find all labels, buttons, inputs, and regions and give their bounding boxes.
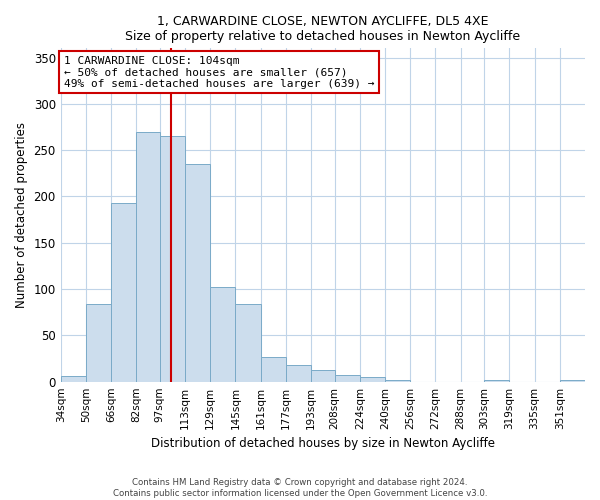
Bar (335, 375, 360, 382)
Bar (160, 136, 185, 382)
Text: Contains HM Land Registry data © Crown copyright and database right 2024.
Contai: Contains HM Land Registry data © Crown c… (113, 478, 487, 498)
Bar (61, 376, 86, 382)
Bar (286, 365, 311, 382)
X-axis label: Distribution of detached houses by size in Newton Aycliffe: Distribution of detached houses by size … (151, 437, 495, 450)
Bar (111, 203, 136, 382)
Text: 1 CARWARDINE CLOSE: 104sqm
← 50% of detached houses are smaller (657)
49% of sem: 1 CARWARDINE CLOSE: 104sqm ← 50% of deta… (64, 56, 374, 89)
Bar (235, 304, 260, 382)
Bar (560, 380, 585, 382)
Bar (185, 164, 210, 382)
Bar (360, 377, 385, 382)
Bar (136, 132, 160, 382)
Bar (484, 380, 509, 382)
Y-axis label: Number of detached properties: Number of detached properties (15, 122, 28, 308)
Bar (210, 287, 235, 382)
Title: 1, CARWARDINE CLOSE, NEWTON AYCLIFFE, DL5 4XE
Size of property relative to detac: 1, CARWARDINE CLOSE, NEWTON AYCLIFFE, DL… (125, 15, 520, 43)
Bar (86, 304, 111, 382)
Bar (260, 356, 286, 382)
Bar (385, 380, 410, 382)
Bar (311, 370, 335, 382)
